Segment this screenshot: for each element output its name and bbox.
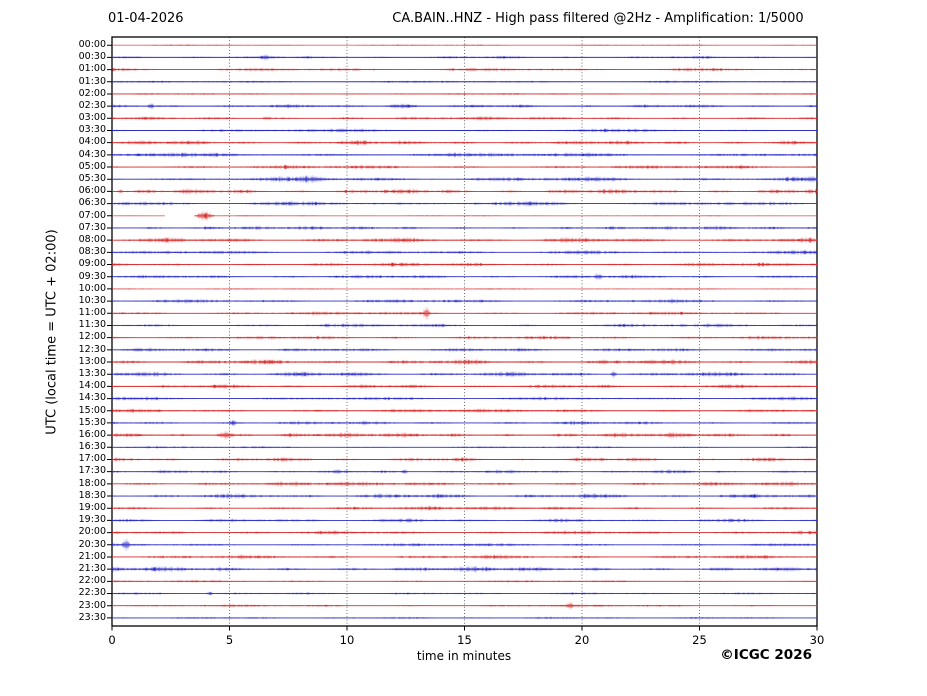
y-tick-label: 20:00 — [78, 526, 106, 538]
y-tick-label: 05:30 — [78, 173, 106, 185]
y-tick-label: 15:30 — [78, 416, 106, 428]
y-tick-label: 09:00 — [78, 258, 106, 270]
y-tick-label: 12:00 — [78, 331, 106, 343]
x-tick-label: 15 — [457, 633, 472, 647]
y-tick-label: 03:00 — [78, 112, 106, 124]
y-tick-label: 14:30 — [78, 392, 106, 404]
y-tick-label: 16:30 — [78, 441, 106, 453]
y-tick-label: 22:30 — [78, 587, 106, 599]
y-tick-label: 11:00 — [78, 307, 106, 319]
x-tick-label: 30 — [809, 633, 825, 647]
x-tick-label: 10 — [339, 633, 355, 647]
y-tick-label: 01:00 — [78, 63, 106, 75]
y-tick-label: 21:30 — [78, 562, 106, 574]
y-tick-label: 22:00 — [78, 575, 106, 587]
y-tick-label: 09:30 — [78, 270, 106, 282]
y-tick-label: 13:00 — [78, 355, 106, 367]
y-tick-label: 03:30 — [78, 124, 106, 136]
x-axis-label: time in minutes — [416, 649, 512, 663]
plot-title: CA.BAIN..HNZ - High pass filtered @2Hz -… — [392, 11, 804, 26]
y-tick-label: 20:30 — [78, 538, 106, 550]
y-tick-label: 02:00 — [78, 87, 106, 99]
y-tick-label: 04:30 — [78, 148, 106, 160]
copyright-label: ©ICGC 2026 — [720, 647, 812, 663]
y-tick-label: 00:30 — [78, 51, 106, 63]
y-tick-label: 17:30 — [78, 465, 106, 477]
y-tick-label: 10:30 — [78, 294, 106, 306]
y-tick-label: 19:00 — [78, 502, 106, 514]
date-label: 01-04-2026 — [108, 11, 184, 26]
x-tick-label: 0 — [108, 633, 116, 647]
x-tick-label: 20 — [574, 633, 590, 647]
x-tick-label: 25 — [692, 633, 707, 647]
y-tick-label: 06:00 — [78, 185, 106, 197]
y-tick-label: 16:00 — [78, 428, 106, 440]
y-tick-label: 13:30 — [78, 367, 106, 379]
y-tick-label: 21:00 — [78, 550, 106, 562]
y-tick-label: 02:30 — [78, 99, 106, 111]
y-tick-label: 18:30 — [78, 489, 106, 501]
y-tick-label: 01:30 — [78, 75, 106, 87]
y-tick-label: 08:00 — [78, 233, 106, 245]
y-tick-label: 05:00 — [78, 160, 106, 172]
y-tick-label: 19:30 — [78, 514, 106, 526]
y-tick-label: 00:00 — [78, 39, 106, 50]
y-tick-label: 10:00 — [78, 282, 106, 294]
x-tick-label: 5 — [225, 633, 234, 647]
y-tick-label: 07:30 — [78, 221, 106, 233]
y-tick-label: 11:30 — [78, 319, 106, 331]
y-tick-label: 23:30 — [78, 611, 106, 623]
y-tick-label: 06:30 — [78, 197, 106, 209]
y-tick-label: 04:00 — [78, 136, 106, 148]
y-tick-label: 18:00 — [78, 477, 106, 489]
y-tick-label: 23:00 — [78, 599, 106, 611]
y-tick-label: 08:30 — [78, 246, 106, 258]
y-tick-label: 12:30 — [78, 343, 106, 355]
y-tick-label: 07:00 — [78, 209, 106, 221]
y-tick-label: 17:00 — [78, 453, 106, 465]
y-tick-label: 15:00 — [78, 404, 106, 416]
y-tick-label: 14:00 — [78, 380, 106, 392]
